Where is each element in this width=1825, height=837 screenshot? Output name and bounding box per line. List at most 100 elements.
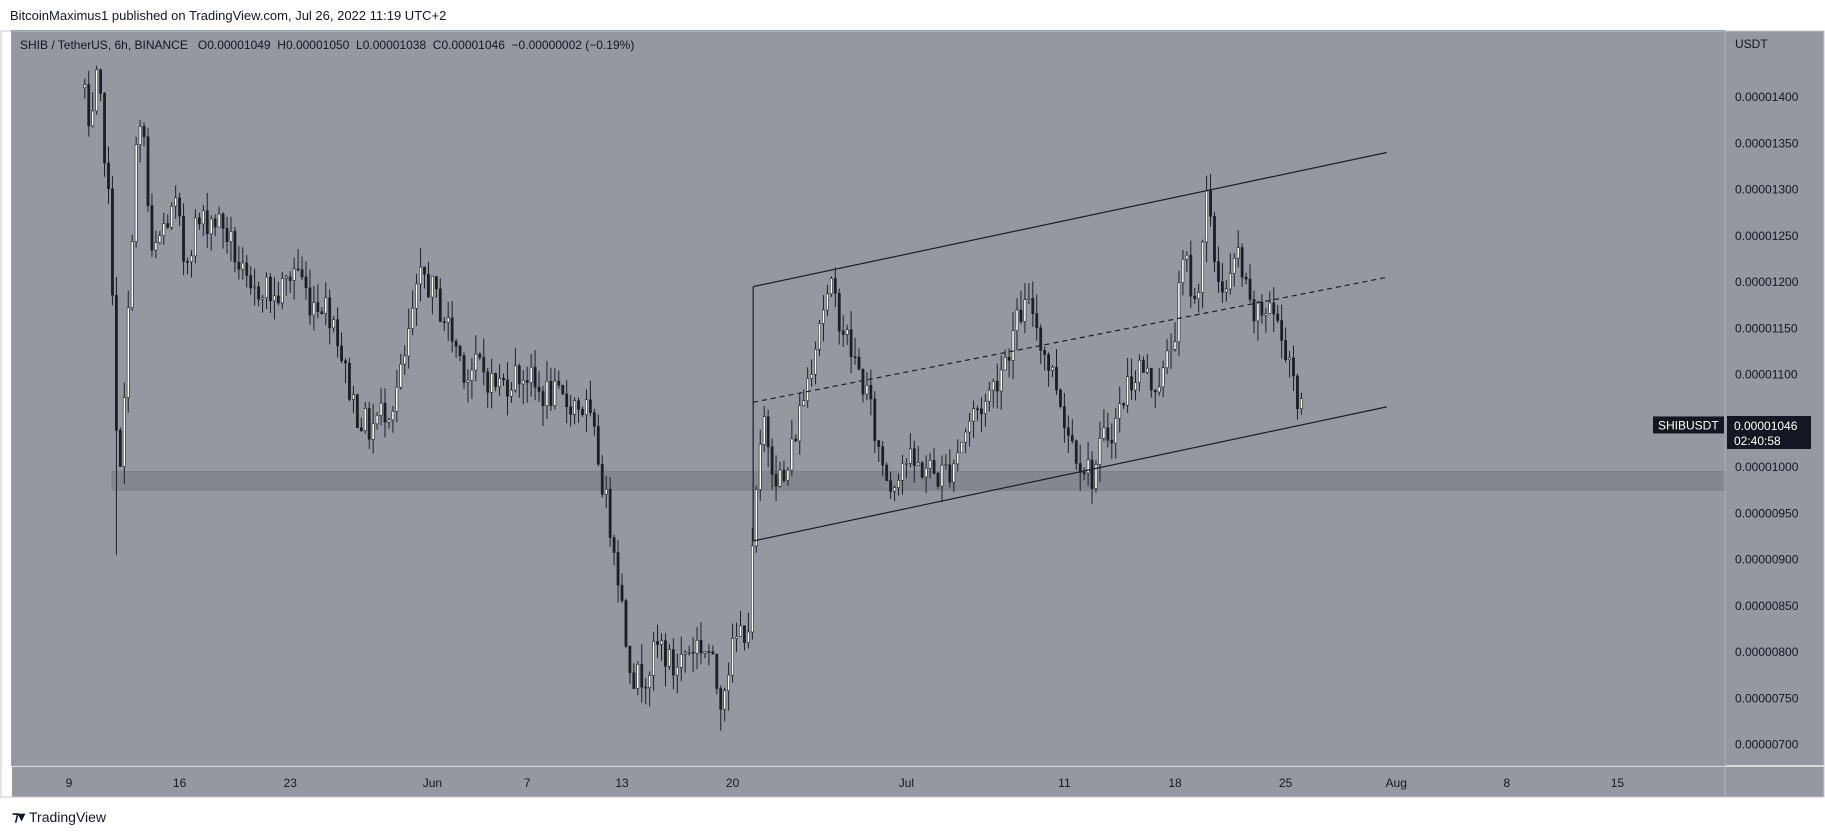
candle-body — [987, 389, 991, 402]
candle-body — [1023, 299, 1027, 322]
candle-body — [790, 438, 794, 471]
candle-body — [462, 355, 466, 383]
candle-body — [265, 276, 268, 299]
candle-body — [1197, 292, 1201, 300]
brand-name: TradingView — [29, 808, 107, 825]
candle-body — [126, 307, 130, 398]
candle-body — [138, 126, 142, 145]
price-tick-label: 0.00000700 — [1735, 738, 1799, 752]
candle-body — [577, 400, 580, 410]
candle-body — [509, 389, 513, 397]
candle-body — [1074, 440, 1078, 464]
candle-body — [944, 464, 948, 467]
candle-body — [964, 431, 968, 443]
candle-body — [711, 651, 715, 655]
price-tick-label: 0.00001400 — [1735, 90, 1799, 104]
currency-label: USDT — [1735, 37, 1768, 51]
candle-body — [691, 651, 695, 654]
candle-body — [1051, 366, 1054, 371]
candle-body — [221, 213, 225, 229]
price-tick-label: 0.00001300 — [1735, 183, 1799, 197]
candle-body — [1276, 313, 1280, 321]
symbol-name[interactable]: SHIB / TetherUS, 6h, BINANCE — [20, 38, 188, 52]
candle-body — [1264, 313, 1268, 316]
time-tick-label: 20 — [726, 776, 740, 790]
candle-body — [355, 394, 359, 429]
candle-body — [739, 625, 742, 637]
channel-upper-line[interactable] — [753, 151, 1387, 288]
candle-body — [280, 278, 284, 304]
candle-body — [1209, 190, 1212, 217]
candle-body — [557, 380, 561, 386]
candle-body — [592, 412, 596, 427]
candle-body — [1224, 288, 1228, 293]
candle-body — [750, 545, 754, 633]
candle-body — [1292, 357, 1295, 377]
candle-body — [833, 278, 837, 294]
candle-body — [482, 357, 486, 373]
candle-body — [1244, 276, 1248, 280]
candle-body — [1288, 357, 1291, 361]
candle-body — [1193, 295, 1197, 300]
candle-body — [829, 278, 833, 295]
high-value: 0.00001050 — [285, 38, 350, 52]
price-tick-label: 0.00001100 — [1735, 368, 1798, 382]
candle-body — [537, 386, 541, 392]
candle-body — [549, 380, 553, 406]
candle-body — [434, 276, 438, 290]
candle-body — [561, 385, 565, 395]
candle-body — [731, 638, 735, 676]
candle-body — [83, 84, 87, 89]
candle-body — [241, 262, 245, 270]
candle-body — [695, 640, 699, 654]
candle-body — [521, 380, 525, 385]
candle-body — [960, 441, 964, 454]
candle-body — [581, 408, 584, 415]
candle-body — [182, 215, 185, 262]
candle-body — [371, 423, 375, 440]
candle-body — [1138, 359, 1141, 383]
price-tick-label: 0.00000800 — [1735, 645, 1799, 659]
candle-body — [1185, 254, 1189, 260]
candle-body — [383, 402, 387, 423]
candle-body — [506, 379, 509, 397]
time-tick-label: Aug — [1386, 776, 1407, 790]
price-tick-label: 0.00001250 — [1735, 229, 1799, 243]
candle-body — [600, 463, 604, 495]
candle-body — [490, 373, 494, 393]
candle-body — [1094, 464, 1098, 489]
candle-body — [845, 329, 849, 335]
candle-body — [881, 446, 885, 466]
candle-body — [648, 675, 652, 688]
candle-body — [1300, 398, 1303, 410]
candle-body — [363, 408, 367, 432]
candle-body — [1086, 459, 1090, 474]
candle-body — [225, 228, 229, 242]
candle-body — [340, 345, 343, 362]
candle-body — [1047, 354, 1051, 371]
publisher-line: BitcoinMaximus1 published on TradingView… — [10, 8, 447, 23]
chart-border — [0, 30, 1825, 798]
tradingview-brand[interactable]: ⁊▾ TradingView — [12, 808, 106, 825]
candle-body — [115, 294, 118, 431]
candle-body — [470, 369, 474, 381]
price-tick-label: 0.00001150 — [1735, 321, 1798, 335]
candle-body — [1066, 427, 1070, 436]
candle-body — [423, 266, 426, 275]
candle-body — [336, 319, 340, 347]
candle-body — [502, 377, 505, 381]
candle-body — [107, 162, 110, 190]
candle-body — [316, 302, 320, 312]
candle-body — [391, 411, 395, 421]
candle-body — [616, 552, 620, 586]
channel-lower-line[interactable] — [753, 406, 1387, 542]
close-value: 0.00001046 — [441, 38, 505, 52]
candle-body — [446, 317, 450, 323]
candle-body — [296, 268, 300, 271]
candle-body — [889, 480, 893, 492]
candle-body — [379, 402, 383, 416]
candle-body — [608, 488, 612, 538]
candle-body — [1110, 439, 1114, 444]
candle-body — [529, 366, 533, 383]
